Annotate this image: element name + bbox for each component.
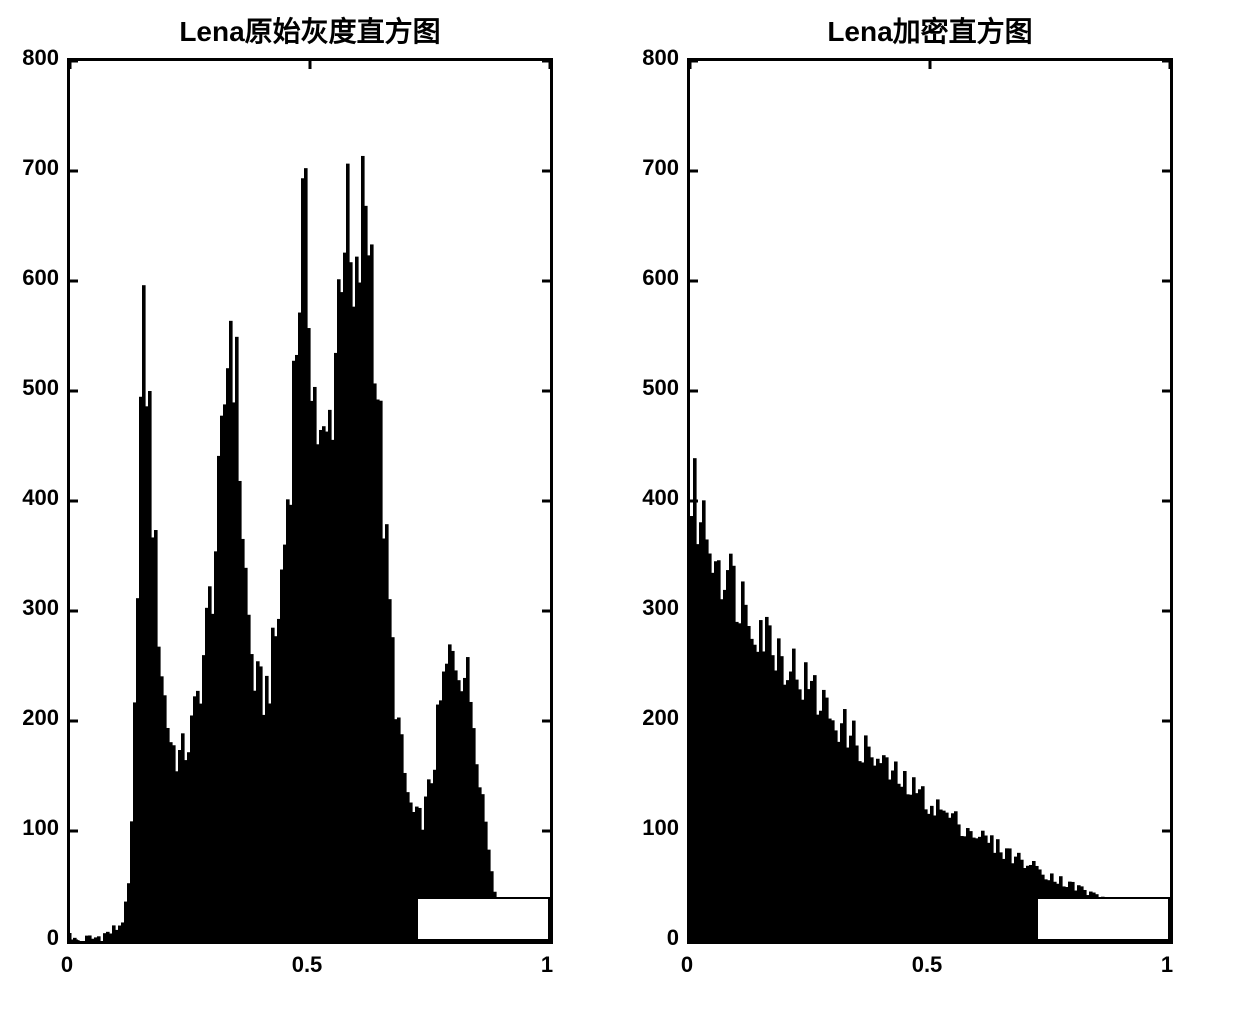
right-xticklabels: 00.51 xyxy=(687,952,1167,982)
ytick-label: 200 xyxy=(22,705,59,731)
right-legend-box xyxy=(1036,897,1170,941)
right-title: Lena加密直方图 xyxy=(827,10,1032,50)
ytick-label: 200 xyxy=(642,705,679,731)
ytick-label: 700 xyxy=(642,155,679,181)
left-xticklabels: 00.51 xyxy=(67,952,547,982)
left-legend-box xyxy=(416,897,550,941)
ytick-label: 400 xyxy=(22,485,59,511)
ytick-label: 800 xyxy=(22,45,59,71)
left-histogram xyxy=(67,58,553,944)
ytick-label: 0 xyxy=(667,925,679,951)
xtick-label: 0 xyxy=(61,952,73,978)
right-panel: Lena加密直方图 0100200300400500600700800 00.5… xyxy=(687,10,1173,944)
ytick-label: 600 xyxy=(22,265,59,291)
left-panel: Lena原始灰度直方图 0100200300400500600700800 00… xyxy=(67,10,553,944)
ytick-label: 500 xyxy=(642,375,679,401)
xtick-label: 1 xyxy=(541,952,553,978)
left-plot-wrap: 0100200300400500600700800 00.51 xyxy=(67,58,553,944)
left-title: Lena原始灰度直方图 xyxy=(179,10,440,50)
figure-root: Lena原始灰度直方图 0100200300400500600700800 00… xyxy=(0,0,1240,1028)
xtick-label: 0.5 xyxy=(292,952,323,978)
ytick-label: 100 xyxy=(22,815,59,841)
ytick-label: 100 xyxy=(642,815,679,841)
ytick-label: 600 xyxy=(642,265,679,291)
ytick-label: 300 xyxy=(642,595,679,621)
ytick-label: 800 xyxy=(642,45,679,71)
ytick-label: 400 xyxy=(642,485,679,511)
ytick-label: 500 xyxy=(22,375,59,401)
right-histogram xyxy=(687,58,1173,944)
xtick-label: 0 xyxy=(681,952,693,978)
ytick-label: 700 xyxy=(22,155,59,181)
xtick-label: 0.5 xyxy=(912,952,943,978)
ytick-label: 300 xyxy=(22,595,59,621)
ytick-label: 0 xyxy=(47,925,59,951)
xtick-label: 1 xyxy=(1161,952,1173,978)
right-plot-wrap: 0100200300400500600700800 00.51 xyxy=(687,58,1173,944)
left-yticklabels: 0100200300400500600700800 xyxy=(9,58,59,938)
right-yticklabels: 0100200300400500600700800 xyxy=(629,58,679,938)
